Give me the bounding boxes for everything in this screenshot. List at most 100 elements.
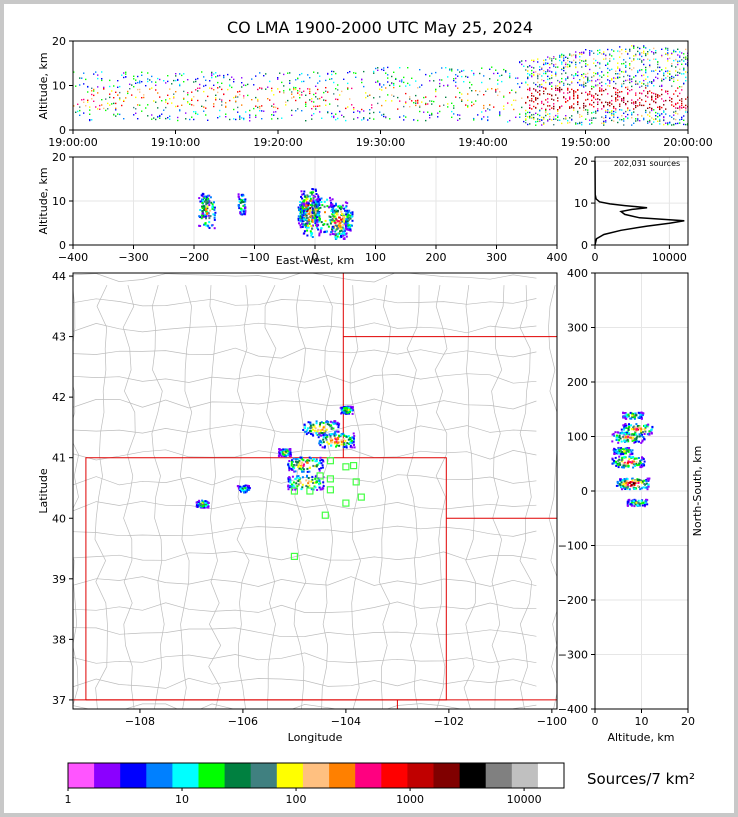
plan-view-source-cell <box>318 442 321 445</box>
east-west-source-cell <box>301 206 304 209</box>
time-source-mark <box>563 54 565 57</box>
time-source-mark <box>561 81 563 83</box>
plan-view-source-cell <box>298 467 301 470</box>
north-south-source-cell <box>616 482 619 484</box>
plan-view-source-cell <box>291 459 293 462</box>
time-source-mark <box>661 48 663 50</box>
east-west-source-cell <box>316 225 319 228</box>
east-west-source-cell <box>237 204 240 207</box>
time-source-mark <box>643 79 645 82</box>
time-source-mark <box>403 115 405 117</box>
time-source-mark <box>353 111 355 113</box>
time-source-mark <box>661 113 663 115</box>
north-south-source-cell <box>641 457 644 460</box>
north-south-source-cell <box>623 450 626 453</box>
time-source-mark <box>475 90 477 92</box>
time-source-mark <box>285 101 287 103</box>
time-source-mark <box>669 70 671 73</box>
time-tick-label: 19:00:00 <box>48 136 97 149</box>
east-west-source-cell <box>310 213 313 215</box>
time-source-mark <box>295 88 297 91</box>
north-south-source-cell <box>640 459 643 462</box>
time-source-mark <box>83 112 85 114</box>
east-west-source-cell <box>206 207 209 210</box>
north-south-source-cell <box>641 480 644 483</box>
time-tick-label: 19:40:00 <box>458 136 507 149</box>
time-source-mark <box>93 94 95 97</box>
east-west-source-cell <box>314 211 317 214</box>
time-source-mark <box>523 65 525 67</box>
time-source-mark <box>467 106 469 108</box>
north-south-source-cell <box>646 488 649 491</box>
east-west-source-cell <box>201 198 203 201</box>
time-source-mark <box>683 123 685 126</box>
time-source-mark <box>645 111 647 114</box>
north-south-source-cell <box>645 480 648 483</box>
time-source-mark <box>133 114 135 116</box>
time-source-mark <box>419 86 421 88</box>
plan-view-source-cell <box>292 465 295 468</box>
plan-view-source-cell <box>328 442 330 445</box>
time-source-mark <box>617 89 619 91</box>
north-south-source-cell <box>639 413 642 416</box>
east-west-source-cell <box>242 194 245 197</box>
time-source-mark <box>649 59 651 62</box>
time-source-mark <box>375 81 377 83</box>
time-source-mark <box>607 79 609 81</box>
plan-view-source-cell <box>341 407 343 410</box>
time-source-mark <box>657 77 659 80</box>
time-source-mark <box>613 114 615 117</box>
plan-view-source-cell <box>330 437 333 440</box>
east-west-source-cell <box>308 211 311 214</box>
time-source-mark <box>545 63 547 65</box>
time-source-mark <box>115 115 117 117</box>
time-source-mark <box>325 90 327 92</box>
time-source-mark <box>577 71 579 73</box>
time-source-mark <box>547 62 549 65</box>
plan-view-source-cell <box>201 499 204 502</box>
time-source-mark <box>613 80 615 83</box>
time-source-mark <box>637 105 639 107</box>
time-source-mark <box>577 89 579 91</box>
north-south-source-cell <box>617 447 620 450</box>
time-source-mark <box>539 69 541 71</box>
east-west-source-cell <box>335 211 338 214</box>
time-source-mark <box>607 63 609 65</box>
time-source-mark <box>123 72 125 74</box>
time-source-mark <box>635 120 637 122</box>
time-source-mark <box>635 54 637 57</box>
plan-view-source-cell <box>246 484 249 487</box>
plan-view-source-cell <box>290 483 293 486</box>
north-south-source-cell <box>636 464 639 467</box>
east-west-source-cell <box>301 193 304 196</box>
time-source-mark <box>277 117 279 120</box>
east-west-source-cell <box>214 211 217 214</box>
time-source-mark <box>641 69 643 71</box>
plan-view-source-cell <box>318 468 321 470</box>
time-source-mark <box>387 77 389 79</box>
time-source-mark <box>543 72 545 75</box>
plan-view-source-cell <box>196 504 199 507</box>
colorbar-cell <box>94 763 121 788</box>
north-south-source-cell <box>637 416 640 419</box>
north-south-source-cell <box>635 457 638 460</box>
time-source-mark <box>655 118 657 120</box>
north-south-source-cell <box>628 448 630 451</box>
plan-view-source-cell <box>307 421 310 424</box>
time-source-mark <box>607 48 609 51</box>
north-south-source-cell <box>616 462 619 465</box>
east-west-source-cell <box>206 205 209 208</box>
time-source-mark <box>155 101 157 103</box>
time-source-mark <box>277 88 279 90</box>
time-source-mark <box>545 72 547 75</box>
time-source-mark <box>271 90 273 92</box>
time-source-mark <box>273 114 275 116</box>
plan-view-source-cell <box>349 436 352 439</box>
time-source-mark <box>429 100 431 102</box>
time-source-mark <box>537 61 539 63</box>
north-south-source-cell <box>632 426 635 429</box>
plan-view-source-cell <box>321 486 324 489</box>
east-west-source-cell <box>331 233 334 235</box>
time-source-mark <box>617 73 619 75</box>
time-source-mark <box>385 116 387 118</box>
